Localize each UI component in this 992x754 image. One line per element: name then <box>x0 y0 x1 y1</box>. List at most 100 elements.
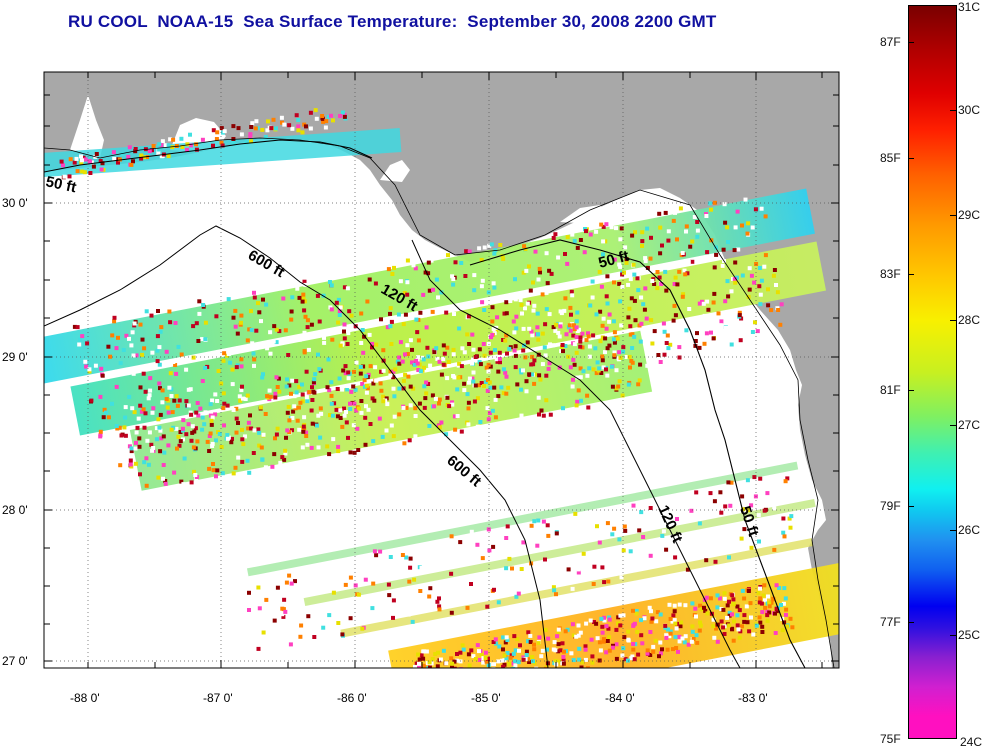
sst-speckle <box>484 684 488 688</box>
sst-speckle <box>171 137 176 142</box>
sst-speckle <box>472 273 477 278</box>
sst-speckle <box>780 628 785 633</box>
sst-speckle <box>634 609 639 613</box>
sst-speckle <box>536 332 540 337</box>
sst-speckle <box>635 629 640 634</box>
sst-speckle <box>174 394 179 399</box>
sst-speckle <box>618 237 623 242</box>
sst-speckle <box>503 640 508 645</box>
sst-speckle <box>417 401 422 406</box>
sst-speckle <box>419 698 423 702</box>
sst-speckle <box>594 229 599 234</box>
sst-speckle <box>317 319 322 324</box>
sst-speckle <box>407 579 412 584</box>
sst-speckle <box>450 400 454 405</box>
sst-speckle <box>742 619 747 624</box>
sst-speckle <box>493 397 498 402</box>
sst-speckle <box>316 413 321 418</box>
sst-speckle <box>405 292 410 297</box>
sst-speckle <box>531 280 535 285</box>
sst-speckle <box>231 408 236 412</box>
sst-speckle <box>732 248 737 253</box>
sst-speckle <box>490 332 495 337</box>
sst-speckle <box>772 268 777 272</box>
sst-speckle <box>546 366 551 371</box>
sst-speckle <box>561 658 566 663</box>
colorbar-celsius-label: 31C <box>958 0 981 14</box>
sst-speckle <box>130 330 135 335</box>
sst-speckle <box>766 303 771 308</box>
sst-speckle <box>575 375 580 380</box>
sst-speckle <box>705 250 710 255</box>
sst-speckle <box>598 648 603 653</box>
sst-speckle <box>478 362 483 367</box>
sst-speckle <box>295 286 300 291</box>
sst-speckle <box>708 596 713 601</box>
sst-speckle <box>479 381 484 385</box>
sst-speckle <box>225 433 230 437</box>
sst-speckle <box>265 346 270 351</box>
sst-speckle <box>563 344 568 348</box>
sst-speckle <box>486 685 490 689</box>
sst-speckle <box>719 549 724 554</box>
sst-speckle <box>319 411 324 416</box>
sst-speckle <box>600 323 605 328</box>
sst-speckle <box>384 428 389 433</box>
sst-speckle <box>261 372 265 377</box>
sst-speckle <box>184 432 189 437</box>
sst-speckle <box>384 396 389 401</box>
sst-speckle <box>201 303 206 307</box>
sst-speckle <box>782 586 787 591</box>
sst-speckle <box>80 169 85 174</box>
sst-speckle <box>532 519 537 524</box>
sst-speckle <box>628 365 632 370</box>
sst-speckle <box>81 155 86 160</box>
sst-speckle <box>642 616 647 621</box>
sst-speckle <box>442 670 446 674</box>
sst-speckle <box>332 401 337 406</box>
sst-speckle <box>448 671 452 675</box>
sst-speckle <box>126 158 131 163</box>
sst-speckle <box>526 639 530 644</box>
sst-speckle <box>536 277 541 282</box>
sst-speckle <box>194 321 199 326</box>
sst-speckle <box>628 277 633 282</box>
sst-speckle <box>182 456 187 461</box>
sst-speckle <box>305 399 310 404</box>
sst-speckle <box>233 324 238 329</box>
sst-speckle <box>725 225 730 230</box>
sst-speckle <box>406 612 411 617</box>
sst-speckle <box>389 342 394 346</box>
contour-label: 50 ft <box>44 173 78 196</box>
sst-speckle <box>138 472 142 477</box>
sst-speckle <box>682 640 687 645</box>
sst-speckle <box>284 384 289 389</box>
sst-speckle <box>412 362 417 367</box>
sst-speckle <box>772 506 777 511</box>
sst-speckle <box>354 360 359 365</box>
sst-speckle <box>504 674 508 678</box>
sst-speckle <box>774 283 778 287</box>
sst-speckle <box>418 684 422 688</box>
sst-speckle <box>572 238 577 243</box>
sst-speckle <box>300 445 305 450</box>
sst-speckle <box>424 380 429 385</box>
sst-speckle <box>336 444 341 449</box>
axis-ticks <box>44 72 839 668</box>
sst-speckle <box>207 449 212 453</box>
sst-speckle <box>677 269 682 274</box>
sst-speckle <box>408 384 413 389</box>
sst-speckle <box>190 424 195 429</box>
sst-speckle <box>536 641 541 646</box>
sst-speckle <box>79 154 83 159</box>
sst-speckle <box>482 245 487 250</box>
sst-speckle <box>291 409 296 414</box>
sst-speckle <box>229 440 234 445</box>
sst-speckle <box>544 373 549 378</box>
sst-speckle <box>268 330 273 335</box>
sst-speckle <box>236 421 240 425</box>
sst-speckle <box>570 384 575 389</box>
sst-speckle <box>576 623 581 628</box>
sst-speckle <box>590 279 595 284</box>
sst-speckle <box>671 218 676 223</box>
